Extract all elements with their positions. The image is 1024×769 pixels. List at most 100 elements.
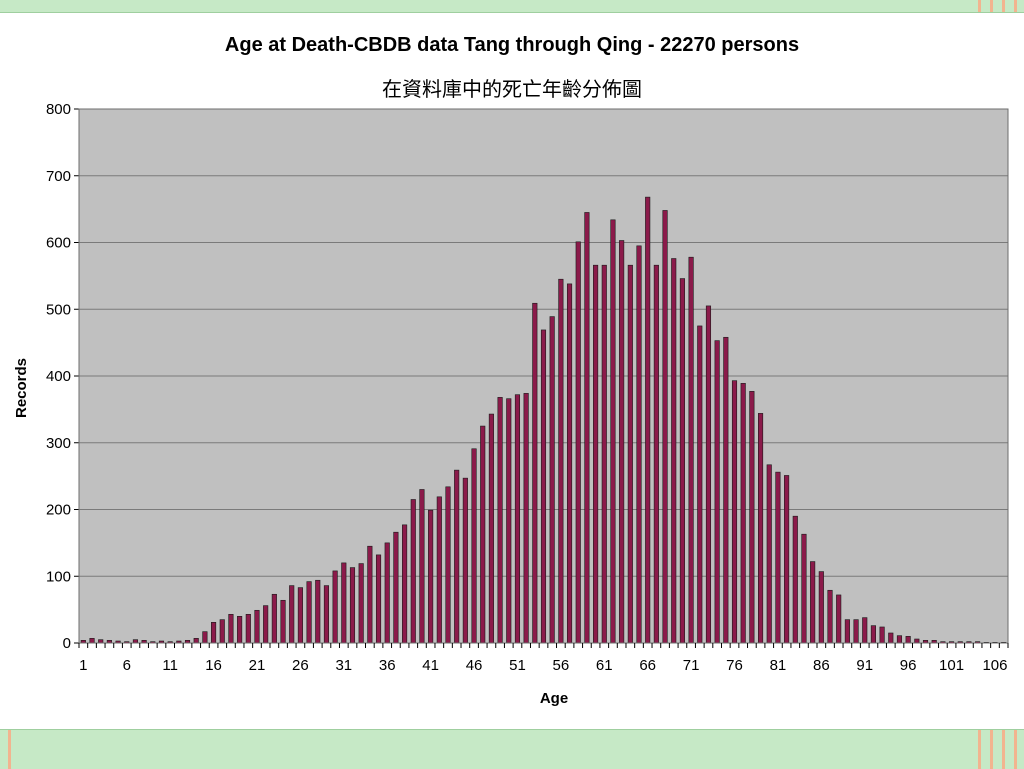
y-tick-label: 200 bbox=[46, 502, 71, 519]
bar bbox=[297, 587, 303, 644]
y-tick-label: 0 bbox=[63, 635, 71, 652]
bar bbox=[827, 589, 833, 644]
bar bbox=[532, 302, 538, 644]
bar bbox=[428, 509, 434, 644]
bar bbox=[358, 563, 364, 644]
bar bbox=[723, 336, 729, 644]
bar bbox=[749, 391, 755, 644]
bar bbox=[454, 469, 460, 644]
bar bbox=[367, 545, 373, 644]
slide-top-band bbox=[0, 0, 1024, 13]
x-tick-label: 91 bbox=[856, 657, 873, 674]
bar bbox=[523, 393, 529, 644]
axes bbox=[74, 108, 1009, 648]
bar bbox=[462, 477, 468, 644]
bar bbox=[237, 615, 243, 644]
bar bbox=[289, 585, 295, 644]
x-tick-label: 16 bbox=[205, 657, 222, 674]
bar bbox=[89, 638, 95, 644]
bar bbox=[610, 219, 616, 644]
decorative-stripe bbox=[990, 0, 993, 12]
plot-border bbox=[78, 108, 1009, 644]
bar bbox=[306, 581, 312, 644]
x-tick-label: 11 bbox=[162, 657, 178, 674]
bar bbox=[801, 533, 807, 644]
x-tick-label: 66 bbox=[639, 657, 656, 674]
bar bbox=[627, 264, 633, 644]
bar bbox=[818, 571, 824, 644]
bar bbox=[445, 486, 451, 644]
bar bbox=[480, 425, 486, 644]
bar bbox=[280, 599, 286, 644]
bar bbox=[914, 638, 920, 644]
bar bbox=[566, 283, 573, 644]
bar bbox=[323, 585, 330, 644]
y-tick-label: 500 bbox=[46, 301, 71, 318]
bar bbox=[575, 241, 581, 644]
decorative-stripe bbox=[1014, 730, 1017, 769]
y-tick-label: 700 bbox=[46, 168, 71, 185]
bar bbox=[792, 515, 798, 644]
bar bbox=[193, 638, 199, 644]
x-tick-label: 71 bbox=[683, 657, 700, 674]
x-tick-label: 86 bbox=[813, 657, 830, 674]
bar bbox=[514, 394, 521, 644]
bar bbox=[862, 617, 868, 644]
x-tick-label: 46 bbox=[466, 657, 483, 674]
bar bbox=[384, 542, 390, 644]
bar bbox=[271, 593, 277, 644]
chart-subtitle: 在資料庫中的死亡年齡分佈圖 bbox=[382, 78, 642, 101]
decorative-stripe bbox=[1002, 730, 1005, 769]
bar bbox=[601, 264, 607, 644]
bar bbox=[471, 448, 477, 644]
x-axis-label: Age bbox=[540, 690, 568, 707]
x-tick-label: 36 bbox=[379, 657, 396, 674]
bar bbox=[853, 619, 859, 644]
bar bbox=[896, 635, 903, 644]
bar bbox=[202, 631, 208, 644]
bar bbox=[766, 464, 772, 644]
x-tick-label: 41 bbox=[422, 657, 439, 674]
bar bbox=[705, 305, 712, 644]
bar bbox=[558, 278, 564, 644]
bar bbox=[410, 499, 416, 644]
bar bbox=[740, 383, 746, 644]
bar bbox=[506, 398, 512, 644]
bar bbox=[219, 619, 225, 644]
bar bbox=[98, 639, 104, 644]
bar bbox=[714, 340, 720, 644]
bar bbox=[679, 278, 685, 644]
bar bbox=[402, 524, 408, 644]
bar bbox=[636, 245, 642, 644]
y-tick-label: 800 bbox=[46, 101, 71, 118]
bar bbox=[593, 264, 599, 644]
bar bbox=[784, 475, 790, 644]
bar bbox=[228, 613, 234, 644]
bar bbox=[688, 256, 694, 644]
bar bbox=[540, 329, 547, 644]
bar bbox=[870, 625, 876, 644]
decorative-stripe bbox=[1014, 0, 1017, 12]
x-tick-label: 31 bbox=[335, 657, 352, 674]
bar bbox=[263, 605, 269, 644]
decorative-stripe bbox=[8, 730, 11, 769]
x-tick-label: 76 bbox=[726, 657, 743, 674]
y-tick-label: 300 bbox=[46, 435, 71, 452]
bar bbox=[619, 240, 625, 644]
bar bbox=[349, 567, 356, 644]
bar bbox=[775, 471, 781, 644]
x-tick-label: 6 bbox=[123, 657, 131, 674]
bar bbox=[662, 210, 668, 644]
bar bbox=[697, 325, 703, 644]
x-tick-label: 101 bbox=[939, 657, 964, 674]
x-tick-labels: 1 6 11 16 21 26 31 36 41 46 51 56 61 66 71 76 81 86 91 96 10… bbox=[79, 657, 1007, 674]
y-tick-label: 600 bbox=[46, 235, 71, 252]
bar bbox=[757, 413, 764, 644]
bar bbox=[332, 570, 338, 644]
y-tick-label: 400 bbox=[46, 368, 71, 385]
decorative-stripe bbox=[1002, 0, 1005, 12]
bar bbox=[653, 264, 659, 644]
x-tick-label: 56 bbox=[553, 657, 570, 674]
x-tick-label: 1 bbox=[79, 657, 87, 674]
x-tick-label: 51 bbox=[509, 657, 526, 674]
